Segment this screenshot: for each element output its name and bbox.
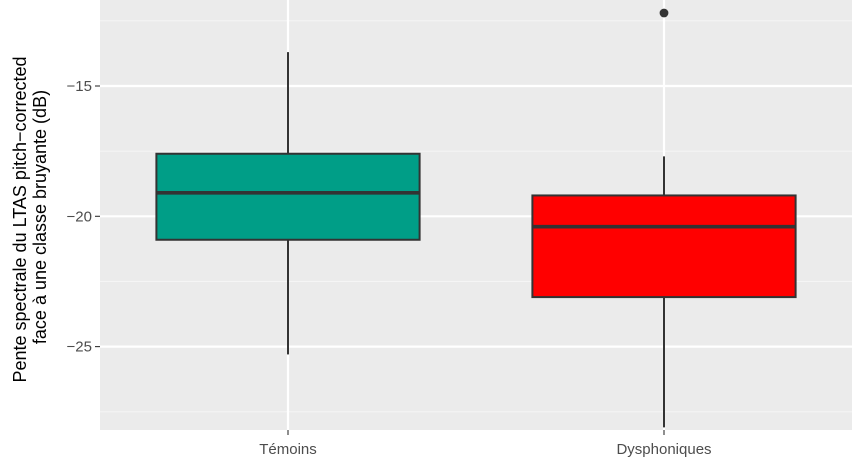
y-axis-title-line-1: Pente spectrale du LTAS pitch−corrected (10, 57, 30, 383)
box-iqr (531, 194, 797, 299)
y-axis-title: Pente spectrale du LTAS pitch−corrected … (10, 51, 50, 382)
y-tick-label: −25 (67, 339, 92, 356)
box-dysphoniques (531, 8, 797, 428)
box-iqr (155, 152, 421, 241)
x-tick-label: Dysphoniques (616, 441, 711, 458)
x-axis: Témoins Dysphoniques (259, 430, 712, 458)
boxes-layer (155, 8, 797, 428)
y-axis-title-line-2: face à une classe bruyante (dB) (30, 90, 50, 344)
outlier-point (659, 8, 669, 18)
y-tick-label: −20 (67, 208, 92, 225)
box-temoins (155, 52, 421, 355)
y-tick-label: −15 (67, 78, 92, 95)
y-axis: −15 −20 −25 (67, 78, 100, 356)
x-tick-label: Témoins (259, 441, 317, 458)
